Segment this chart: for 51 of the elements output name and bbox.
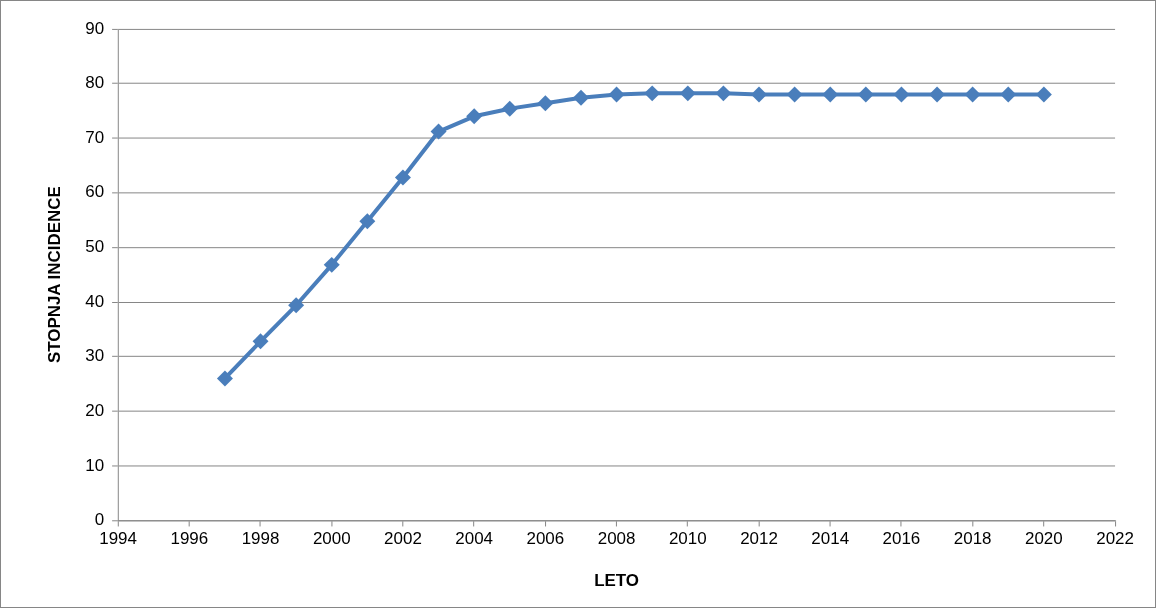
point <box>216 370 233 387</box>
x-tick-label: 2002 <box>384 529 422 549</box>
x-tick-label: 2010 <box>668 529 707 549</box>
point <box>608 86 625 103</box>
point <box>679 85 696 102</box>
y-tick-label: 10 <box>85 455 105 475</box>
y-tick-label: 30 <box>85 346 105 366</box>
point <box>537 95 554 112</box>
x-tick-label: 2000 <box>312 529 351 549</box>
point <box>501 100 518 117</box>
x-tick-label: 2014 <box>811 529 850 549</box>
y-axis-title: STOPNJA INCIDENCE <box>44 186 64 364</box>
y-tick-label: 20 <box>85 400 105 420</box>
y-tick-label: 50 <box>85 237 105 257</box>
x-tick-label: 2004 <box>455 529 494 549</box>
point <box>929 86 946 103</box>
x-tick-label: 2020 <box>1025 529 1063 549</box>
x-tick-label: 2022 <box>1096 529 1134 549</box>
x-tick-label: 2008 <box>597 529 636 549</box>
point <box>323 256 340 273</box>
point <box>786 86 803 103</box>
x-axis-title: LETO <box>594 570 640 590</box>
point <box>1035 86 1052 103</box>
x-tick-label: 1994 <box>99 529 137 549</box>
point <box>394 169 411 186</box>
y-tick-label: 70 <box>85 127 105 147</box>
point <box>893 86 910 103</box>
x-tick-label: 2012 <box>740 529 778 549</box>
point <box>857 86 874 103</box>
x-tick-label: 2016 <box>882 529 921 549</box>
point <box>822 86 839 103</box>
y-tick-label: 40 <box>85 291 105 311</box>
point <box>288 297 305 314</box>
point <box>430 123 447 140</box>
point <box>573 89 589 106</box>
point <box>1000 86 1017 103</box>
point <box>466 108 483 125</box>
point <box>751 86 767 103</box>
x-tick-label: 2006 <box>526 529 565 549</box>
point <box>359 213 376 230</box>
y-tick-label: 80 <box>85 73 105 93</box>
y-tick-label: 60 <box>85 182 105 202</box>
point <box>644 85 661 102</box>
y-tick-label: 0 <box>94 510 105 530</box>
x-tick-label: 2018 <box>953 529 992 549</box>
point <box>715 85 732 102</box>
x-tick-label: 1996 <box>170 529 209 549</box>
point <box>964 86 981 103</box>
y-tick-label: 90 <box>85 18 105 38</box>
point <box>252 333 269 350</box>
x-tick-label: 1998 <box>241 529 280 549</box>
